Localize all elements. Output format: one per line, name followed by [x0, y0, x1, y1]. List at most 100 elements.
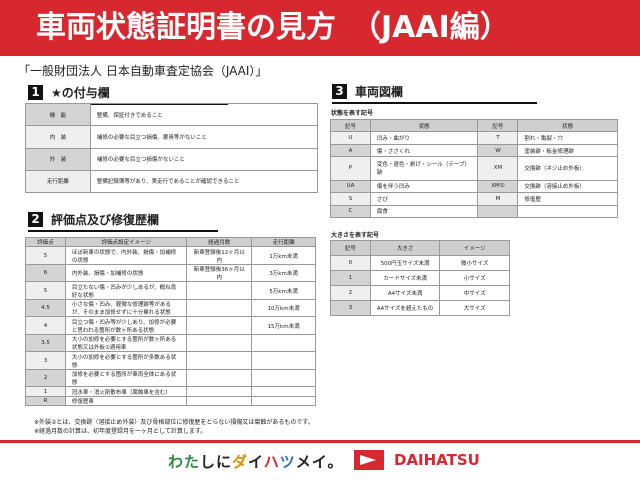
brand-name: DAIHATSU [394, 451, 480, 469]
page-title: 車両状態証明書の見方 （JAAI編） [0, 0, 640, 56]
table-cell: 中サイズ [439, 285, 510, 301]
table-row: 4 目立つ傷・凹み等が少しあり、加修が必要と思われる箇所が数ヶ所ある状態 15万km… [25, 316, 316, 335]
table-cell: 加修を必要とする箇所が車両全体にある状態 [64, 368, 188, 388]
table-cell: C [330, 204, 371, 219]
table-cell: 交換跡（溶接止め外板） [517, 179, 618, 194]
table-row: 1 カードサイズ未満 小サイズ [330, 270, 510, 286]
table-row: 3.5 大小の加修を必要とする箇所が数ヶ所ある状態又は外板②適用車 [25, 333, 316, 353]
note: ※外装②とは、交換跡（溶接止め外装）及び骨格部位に修復歴をとらない損傷又は腐蝕が… [34, 419, 314, 426]
table-cell: 5 [25, 281, 66, 300]
table-row: 3 大小の加修を必要とする箇所が多数ある状態 [25, 351, 316, 370]
table-cell [186, 368, 253, 388]
table-cell: 微小サイズ [439, 255, 510, 271]
table-row: 2 A4サイズ未満 中サイズ [330, 285, 510, 301]
table-cell: XM [477, 156, 519, 181]
slogan-logo: わたしにダイハツメイ。 [168, 453, 344, 471]
table-cell: 傷を伴う凹み [369, 179, 479, 194]
section-title: 車両図欄 [355, 85, 404, 99]
table-cell: 4.5 [25, 298, 66, 318]
table-cell: A4サイズを超えたもの [369, 300, 441, 316]
header-row: 評価点 評価点設定イメージ 経過月数 走行距離 [25, 236, 316, 248]
table-cell: 大小の加修を必要とする箇所が数ヶ所ある状態又は外板②適用車 [64, 333, 188, 353]
table-cell: U [330, 131, 371, 145]
column-header: 状態 [517, 118, 618, 133]
star-table: 機 能整備、保証付きであること内 装補修の必要な目立つ損傷、悪臭等がないこと外 … [25, 102, 319, 194]
column-header: 経過月数 [186, 236, 253, 248]
table-cell: T [477, 131, 519, 145]
table-cell: 傷・ささくれ [369, 143, 479, 158]
size-symbol-table: 記号 大きさ イメージ 0 500円玉サイズ未満 微小サイズ 1 カードサイズ未満 小サイズ 2 A… [330, 240, 510, 316]
section-title: ★の付与欄 [51, 86, 110, 100]
section-number: 2 [28, 212, 43, 227]
table-cell: 修復歴 [517, 192, 618, 206]
table-cell: W [477, 143, 519, 158]
daihatsu-mark-icon [354, 450, 384, 470]
table-row: R 修復歴車 [25, 395, 316, 407]
table-cell: XM② [477, 179, 519, 194]
table-row: 6 内外装、損傷・加補修の状態 新車登録後36ヶ月以内 3万km未満 [25, 263, 316, 283]
state-symbol-table: 記号 状態 記号 状態 U 凹み・曲がり T 割れ・亀裂・穴 A 傷・ささくれ W 塗装跡・板金修理跡… [330, 118, 618, 219]
table-cell: 小さな傷・凹み、軽微な修理跡等があるが、そのまま加修せずに十分乗れる状態 [64, 298, 188, 318]
table-cell: ほぼ新車の状態で、内外装、損傷・加補修の状態 [64, 246, 188, 265]
table-cell: 0 [330, 255, 371, 271]
table-row: P 変色・退色・剥げ・シール（テープ）跡 XM 交換跡（ネジ止め外板） [330, 156, 618, 181]
table-cell: 3.5 [25, 333, 66, 353]
table-cell: 1 [330, 270, 371, 286]
table-cell: 外 装 [25, 147, 91, 171]
table-row: 5 目立たない傷・凹みが少しあるが、概ね良好な状態 5万km未満 [25, 281, 316, 300]
table-cell [517, 204, 618, 219]
table-cell: 大小の加修を必要とする箇所が多数ある状態 [64, 351, 188, 370]
table-cell: 目立つ傷・凹み等が少しあり、加修が必要と思われる箇所が数ヶ所ある状態 [64, 316, 188, 335]
table-cell: P [330, 156, 371, 181]
table-cell [477, 204, 519, 219]
table-cell: R [25, 395, 66, 407]
table-cell [251, 351, 316, 370]
table-row: U 凹み・曲がり T 割れ・亀裂・穴 [330, 131, 618, 145]
table-cell: 1 [25, 386, 66, 397]
section-title: 評価点及び修復歴欄 [51, 213, 160, 227]
table-cell: M [477, 192, 519, 206]
column-header: 記号 [330, 118, 371, 133]
column-header: 走行距離 [251, 236, 316, 248]
table-cell: 整備、保証付きであること [89, 102, 319, 127]
table-cell: 冠水車・消火剤散布車（腐蝕車を含む） [64, 386, 188, 397]
table-cell [186, 316, 253, 335]
table-row: 4.5 小さな傷・凹み、軽微な修理跡等があるが、そのまま加修せずに十分乗れる状態 1… [25, 298, 316, 318]
note: ※経過月数の計算は、初年度登録月を一ヶ月として計算します。 [34, 428, 207, 435]
table-cell: 補修の必要な目立つ損傷がないこと [89, 147, 319, 171]
table-cell [186, 298, 253, 318]
table-cell: 交換跡（ネジ止め外板） [517, 156, 618, 181]
table-cell [251, 386, 316, 397]
table-cell: 500円玉サイズ未満 [369, 255, 441, 271]
table-cell: カードサイズ未満 [369, 270, 441, 286]
table-cell: 4 [25, 316, 66, 335]
table-cell: A4サイズ未満 [369, 285, 441, 301]
table-cell: 塗装跡・板金修理跡 [517, 143, 618, 158]
table-cell [186, 281, 253, 300]
table-cell: A [330, 143, 371, 158]
table-cell: 目立たない傷・凹みが少しあるが、概ね良好な状態 [64, 281, 188, 300]
table-cell: 腐食 [369, 204, 479, 219]
footer-divider [0, 440, 640, 443]
subtitle: 「一般財団法人 日本自動車査定協会（JAAI）」 [18, 64, 268, 78]
table-row: 3 A4サイズを超えたもの 大サイズ [330, 300, 510, 316]
section-number: 3 [332, 84, 347, 99]
table-row: C 腐食 [330, 204, 618, 219]
table-cell: UA [330, 179, 371, 194]
table-cell [186, 395, 253, 407]
table-cell: 内外装、損傷・加補修の状態 [64, 263, 188, 283]
table-cell: 走行距離 [25, 169, 91, 194]
table-cell: 3 [330, 300, 371, 316]
table-cell: 3 [25, 351, 66, 370]
header-row: 記号 大きさ イメージ [330, 240, 510, 256]
table-cell: 新車登録後36ヶ月以内 [186, 263, 253, 283]
table-cell: 内 装 [25, 125, 91, 149]
table-cell: 整備記録簿等があり、実走行であることが確認できること [89, 169, 319, 194]
table-cell: 機 能 [25, 102, 91, 127]
table-cell: 2 [330, 285, 371, 301]
table-cell: 2 [25, 368, 66, 388]
size-label: 大きさを表す記号 [331, 232, 380, 239]
column-header: 評価点設定イメージ [64, 236, 188, 248]
table-row: 2 加修を必要とする箇所が車両全体にある状態 [25, 368, 316, 388]
table-cell: 5 [25, 246, 66, 265]
